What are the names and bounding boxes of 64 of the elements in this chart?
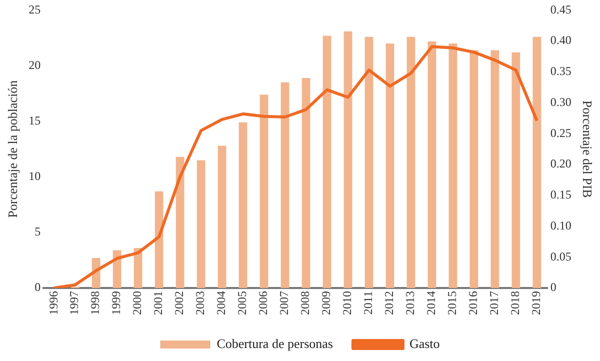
x-tick-label: 2002 [172, 291, 186, 315]
x-tick-label: 2014 [424, 291, 438, 315]
y-tick-label: 15 [28, 113, 41, 128]
x-tick-label: 1997 [67, 291, 82, 315]
legend-label: Gasto [409, 336, 440, 351]
bar [322, 36, 332, 288]
x-tick-label: 2007 [277, 291, 292, 315]
x-tick-label: 2018 [508, 291, 522, 315]
bar [386, 44, 394, 288]
y2-tick-label: 0.35 [550, 64, 572, 78]
bar [280, 82, 290, 288]
y-tick-label: 5 [34, 224, 41, 239]
bar [532, 36, 542, 288]
y2-tick-label: 0.05 [550, 249, 572, 264]
bar [448, 44, 458, 288]
bar [490, 50, 500, 288]
y-tick-label: 10 [28, 169, 41, 184]
y-tick-label: 20 [28, 58, 41, 72]
x-tick-label: 2000 [130, 291, 144, 315]
bar [364, 36, 374, 288]
y2-tick-label: 0.15 [550, 188, 572, 202]
y-tick-label: 25 [28, 2, 41, 16]
bar [112, 250, 122, 288]
x-tick-label: 2008 [298, 291, 312, 315]
y2-tick-label: 0 [550, 280, 556, 294]
x-tick-label: 2001 [151, 291, 166, 315]
x-tick-label: 1996 [46, 291, 60, 315]
y-tick-label: 0 [34, 280, 41, 294]
x-tick-label: 2011 [361, 291, 376, 315]
y2-tick-label: 0.45 [550, 2, 572, 16]
y2-tick-label: 0.10 [550, 218, 572, 232]
bar [154, 191, 164, 288]
y-axis-title: Porcentaje de la población [5, 80, 20, 218]
y2-tick-label: 0.30 [550, 94, 572, 109]
bar [428, 41, 436, 288]
x-tick-label: 2017 [487, 291, 502, 315]
bar [406, 36, 416, 288]
x-tick-label: 2013 [403, 291, 418, 315]
y2-tick-label: 0.40 [550, 33, 572, 48]
x-tick-label: 1999 [109, 291, 124, 315]
bar [344, 31, 352, 288]
bar [218, 146, 226, 288]
bar [196, 160, 206, 288]
bar [470, 50, 478, 288]
x-tick-label: 2006 [256, 291, 270, 315]
x-tick-label: 2019 [529, 291, 544, 315]
bar [302, 78, 310, 288]
y2-tick-label: 0.25 [550, 126, 572, 140]
x-tick-label: 2012 [382, 291, 396, 315]
x-tick-label: 2015 [445, 291, 460, 315]
bar [238, 122, 248, 288]
bar [134, 248, 142, 288]
bar [512, 52, 520, 288]
x-tick-label: 2003 [193, 291, 208, 315]
x-tick-label: 2009 [319, 291, 334, 315]
x-tick-label: 2004 [214, 291, 228, 315]
y2-tick-label: 0.20 [550, 156, 572, 171]
bar [260, 94, 268, 288]
x-tick-label: 2010 [340, 291, 354, 315]
x-tick-label: 2016 [466, 291, 480, 315]
legend-label: Cobertura de personas [216, 336, 333, 351]
y2-axis-title: Porcentaje del PIB [580, 100, 595, 198]
x-tick-label: 1998 [88, 291, 102, 315]
x-tick-label: 2005 [235, 291, 250, 315]
